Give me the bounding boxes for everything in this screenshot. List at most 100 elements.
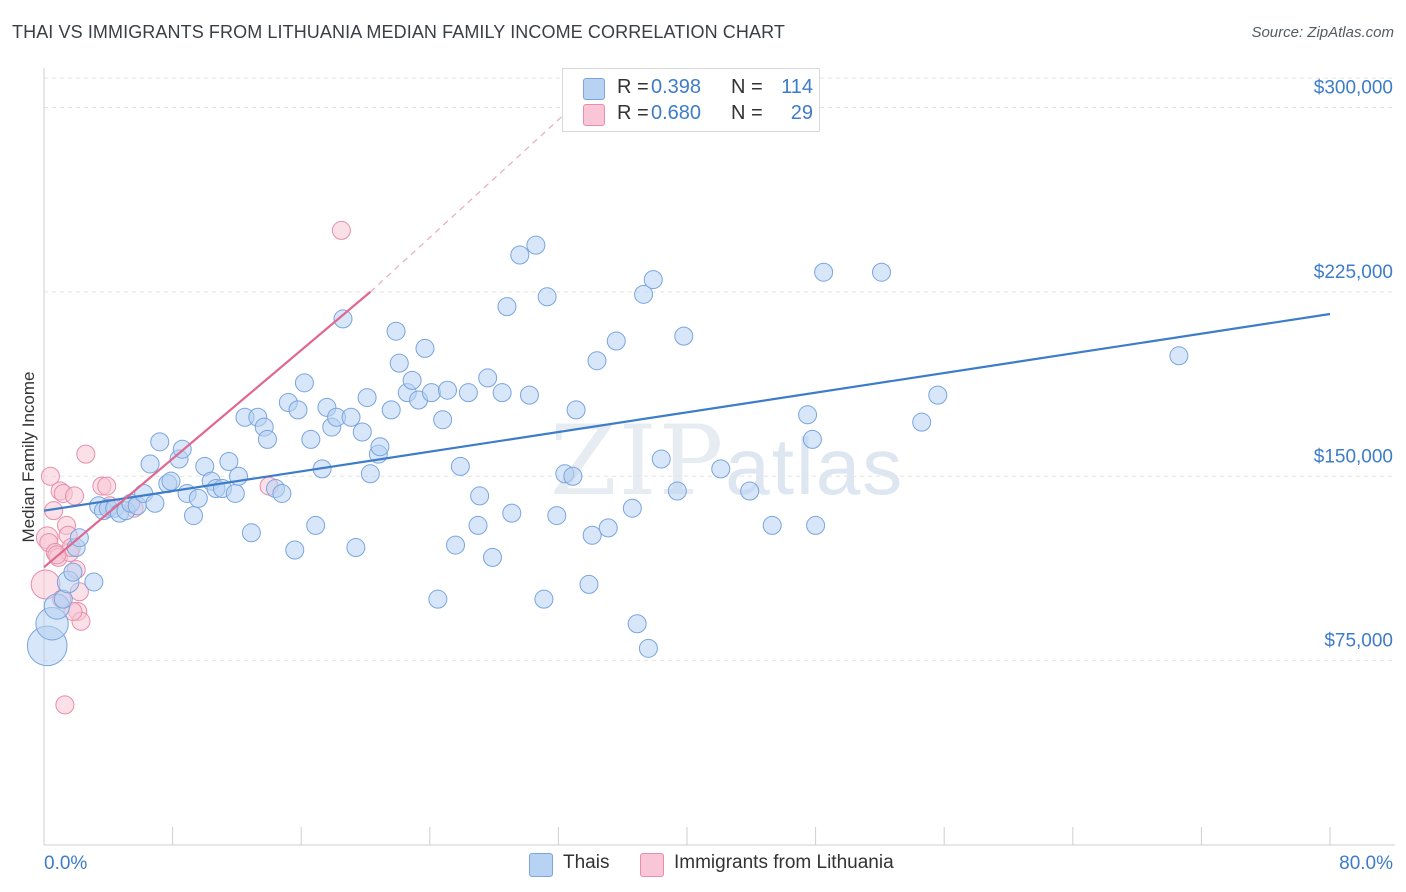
- thai-point: [389, 353, 409, 373]
- thai-point: [446, 535, 466, 555]
- thai-point: [357, 388, 377, 408]
- thai-point: [814, 262, 834, 282]
- legend-n-label: N =: [731, 102, 763, 124]
- trend-lines: [43, 111, 1331, 569]
- thai-point: [370, 437, 390, 457]
- thai-point: [294, 373, 314, 393]
- thai-point: [526, 235, 546, 255]
- x-tick-label: 0.0%: [44, 853, 87, 874]
- thai-point: [627, 614, 647, 634]
- lithuania-trend-line: [43, 291, 372, 569]
- lithuania-point: [76, 444, 96, 464]
- thai-point: [360, 464, 380, 484]
- thai-point: [285, 540, 305, 560]
- thai-point: [492, 383, 512, 403]
- thai-point: [386, 321, 406, 341]
- thai-point: [257, 429, 277, 449]
- chart-source: Source: ZipAtlas.com: [1251, 24, 1394, 41]
- thai-point: [381, 400, 401, 420]
- bottom-legend-swatch-thais: [529, 853, 553, 877]
- axes: [43, 68, 1395, 846]
- thai-point: [402, 370, 422, 390]
- y-tick-label: $150,000: [1314, 446, 1393, 467]
- thai-point: [478, 368, 498, 388]
- thai-point: [433, 410, 453, 430]
- thai-point: [183, 506, 203, 526]
- thai-point: [519, 385, 539, 405]
- thai-point: [912, 412, 932, 432]
- legend-n-label: N =: [731, 76, 763, 98]
- legend-n-value: 114: [781, 76, 813, 98]
- thai-point: [762, 515, 782, 535]
- thai-point: [219, 452, 239, 471]
- thai-point: [606, 331, 626, 351]
- thai-point: [563, 466, 583, 486]
- thai-point: [470, 486, 490, 506]
- y-tick-label: $300,000: [1314, 78, 1393, 99]
- thai-point: [84, 572, 104, 592]
- x-tick-label: 80.0%: [1339, 853, 1393, 874]
- thai-point: [341, 407, 361, 427]
- thai-point: [482, 547, 502, 567]
- lithuania-point: [97, 476, 117, 496]
- thai-points: [26, 235, 1189, 667]
- thai-point: [437, 380, 457, 400]
- lithuania-points: [30, 220, 351, 715]
- thai-point: [622, 498, 642, 518]
- thai-point: [150, 432, 170, 452]
- y-tick-labels: $75,000 $150,000 $225,000 $300,000: [1314, 78, 1393, 652]
- legend-r-label: R =: [617, 76, 649, 98]
- thai-point: [928, 385, 948, 405]
- watermark: ZIPatlas: [550, 405, 904, 517]
- lithuania-point: [65, 486, 85, 506]
- bottom-legend-label-lithuania: Immigrants from Lithuania: [674, 852, 894, 873]
- thai-point: [598, 518, 618, 538]
- thai-point: [301, 429, 321, 449]
- thai-point: [872, 262, 892, 282]
- legend-swatch-thais: [583, 78, 605, 100]
- legend-r-value: 0.680: [651, 102, 702, 124]
- gridlines: [44, 77, 1395, 662]
- thai-point: [667, 481, 687, 501]
- thai-point: [346, 538, 366, 558]
- legend-swatch-lithuania: [583, 104, 605, 126]
- thai-point: [798, 405, 818, 425]
- thai-point: [510, 245, 530, 265]
- thai-point: [674, 326, 694, 346]
- thai-point: [352, 422, 372, 442]
- bottom-legend-swatch-lithuania: [640, 853, 664, 877]
- legend-r-value: 0.398: [651, 76, 702, 98]
- y-tick-label: $225,000: [1314, 262, 1393, 283]
- legend-r-label: R =: [617, 102, 649, 124]
- thai-point: [634, 284, 654, 304]
- thai-point: [643, 270, 663, 290]
- thai-point: [415, 338, 435, 358]
- lithuania-trend-extension: [369, 111, 567, 293]
- thai-point: [547, 506, 567, 526]
- thai-point: [497, 297, 517, 317]
- thai-point: [566, 400, 586, 420]
- lithuania-point: [40, 466, 60, 486]
- y-tick-label: $75,000: [1324, 631, 1393, 652]
- thai-point: [63, 562, 83, 582]
- thai-point: [288, 400, 308, 420]
- chart-title: THAI VS IMMIGRANTS FROM LITHUANIA MEDIAN…: [12, 22, 785, 42]
- thai-point: [537, 287, 557, 307]
- thai-point: [161, 471, 181, 491]
- thai-point: [651, 449, 671, 469]
- lithuania-point: [55, 695, 75, 715]
- thai-point: [587, 351, 607, 371]
- thai-point: [534, 589, 554, 609]
- thai-trend-line: [43, 312, 1331, 512]
- thai-point: [468, 515, 488, 535]
- thai-point: [582, 525, 602, 545]
- y-axis-label: Median Family Income: [19, 371, 38, 542]
- legend-n-value: 29: [790, 102, 813, 124]
- watermark-zip: ZIP: [550, 405, 726, 517]
- thai-point: [306, 515, 326, 535]
- thai-point: [450, 456, 470, 476]
- thai-point: [188, 488, 208, 508]
- thai-point: [421, 383, 441, 403]
- thai-point: [1169, 346, 1189, 366]
- bottom-legend-label-thais: Thais: [563, 852, 610, 873]
